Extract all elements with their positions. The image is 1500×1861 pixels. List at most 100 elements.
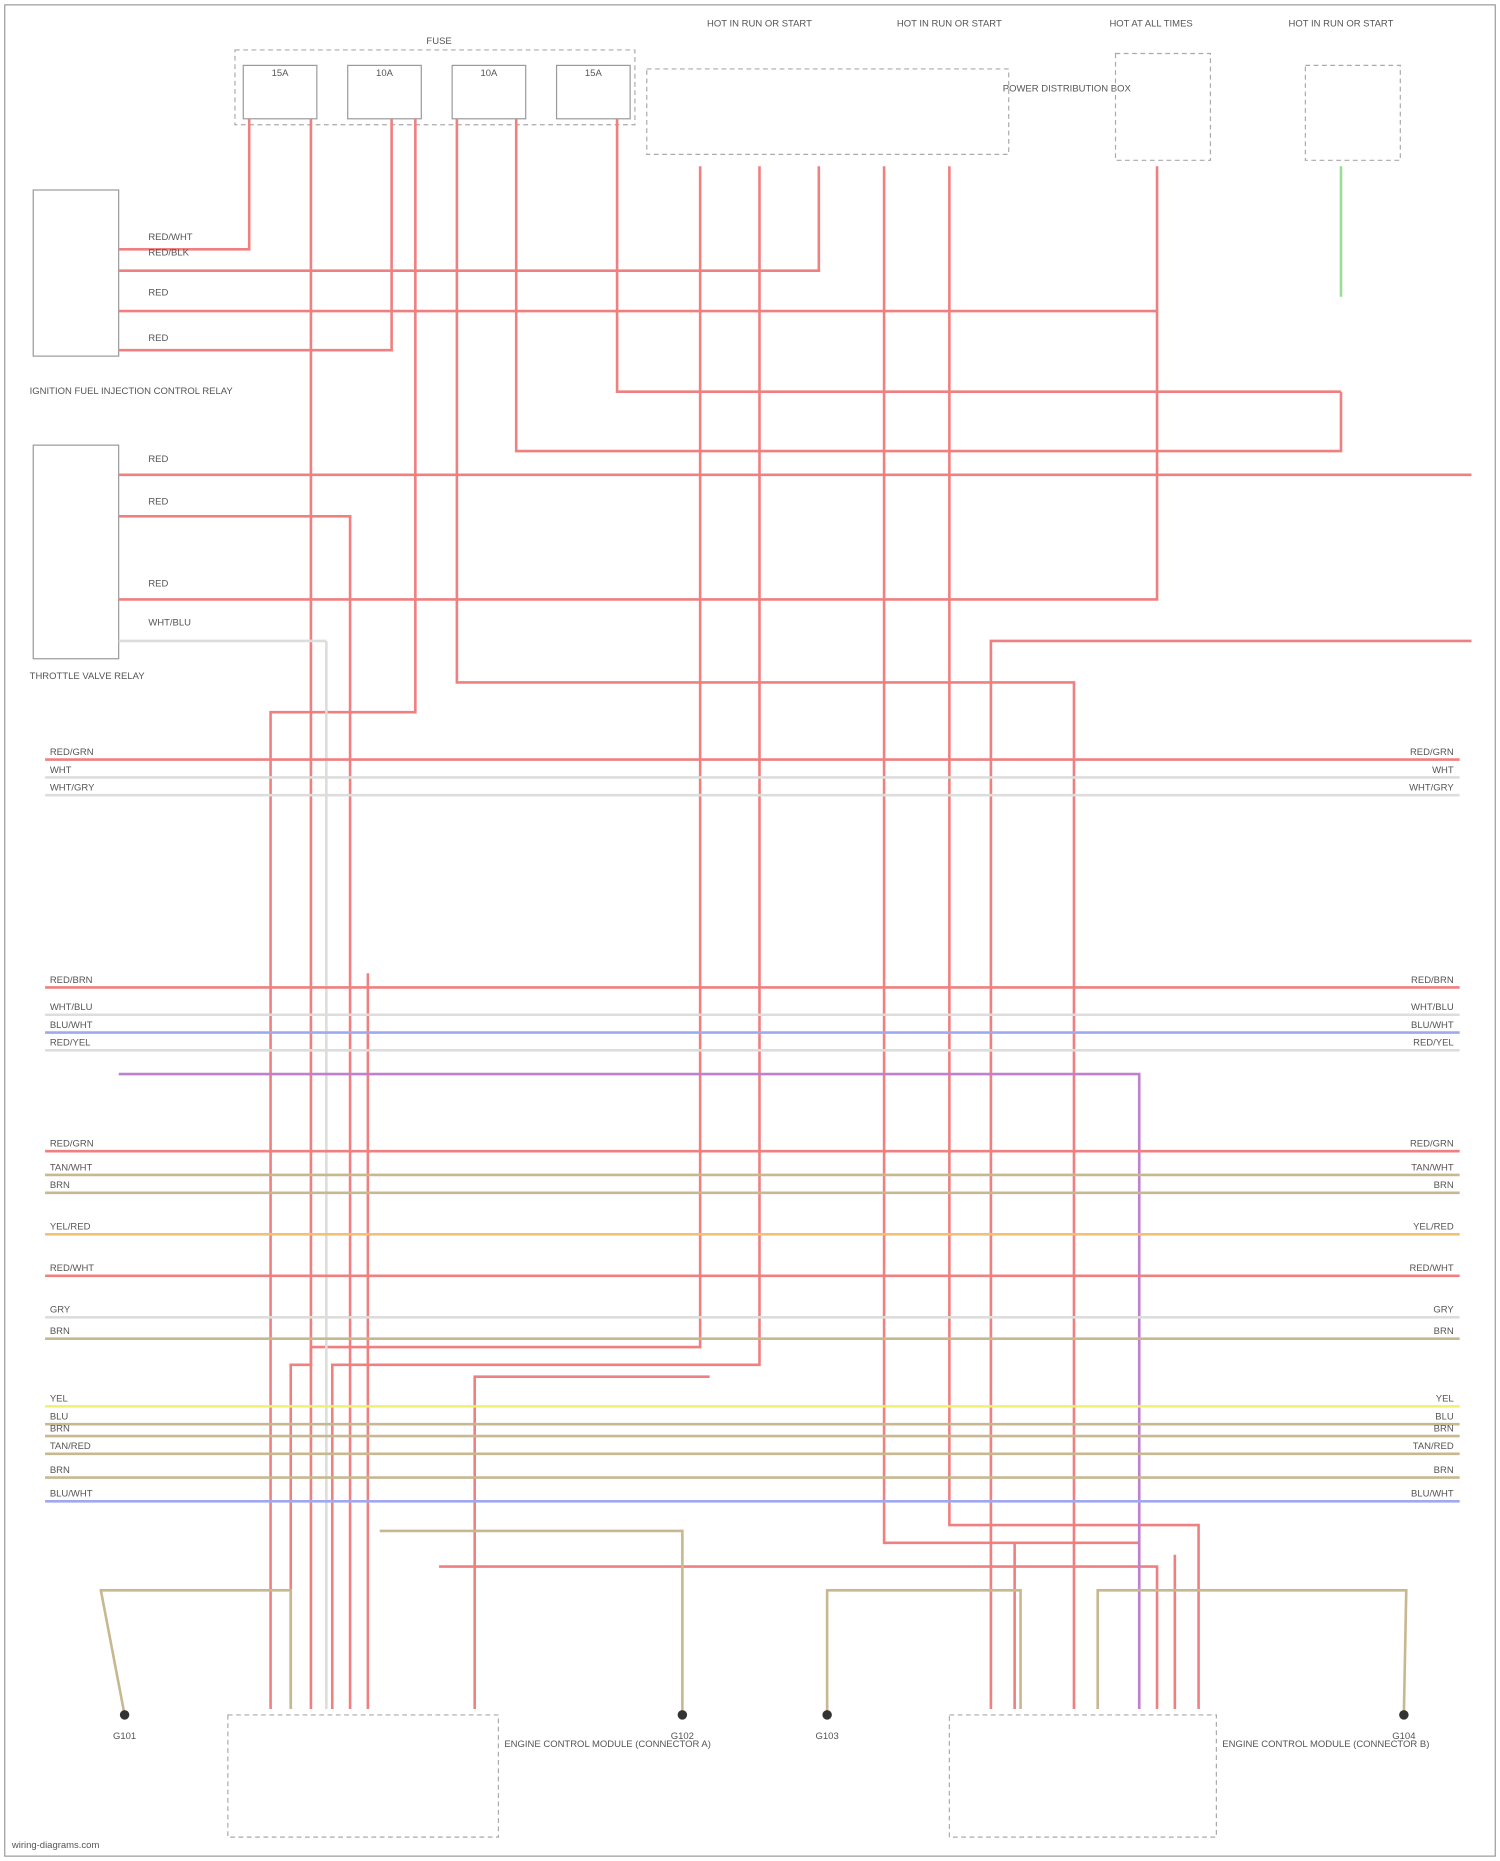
wire-label: RED/BRN bbox=[50, 975, 93, 986]
wire bbox=[309, 166, 702, 1709]
wire-label: BRN bbox=[1434, 1465, 1454, 1476]
ground-label: G102 bbox=[671, 1731, 694, 1742]
component-label: ENGINE CONTROL MODULE (CONNECTOR A) bbox=[504, 1739, 711, 1750]
wire bbox=[948, 166, 1200, 1709]
wire bbox=[330, 166, 761, 1709]
wire bbox=[118, 118, 251, 251]
wire-label: BRN bbox=[50, 1326, 70, 1337]
top-label: HOT IN RUN OR START bbox=[897, 18, 1002, 29]
wire bbox=[514, 118, 1343, 453]
wire bbox=[289, 118, 313, 1709]
wire-label: TAN/RED bbox=[1413, 1441, 1454, 1452]
wire bbox=[118, 166, 821, 272]
wire bbox=[379, 1529, 684, 1715]
wire-label: RED/BLK bbox=[148, 247, 189, 258]
wire-label: WHT/BLU bbox=[50, 1002, 93, 1013]
fuse-block bbox=[234, 49, 636, 126]
wire bbox=[1096, 1589, 1408, 1715]
wire-label: RED/GRN bbox=[1410, 747, 1454, 758]
wire-label: BLU/WHT bbox=[50, 1020, 93, 1031]
component-label: IGNITION FUEL INJECTION CONTROL RELAY bbox=[30, 386, 234, 397]
wire-label: RED bbox=[148, 288, 168, 299]
fuse bbox=[451, 64, 527, 120]
wire-label: WHT bbox=[1432, 765, 1454, 776]
wire-label: BRN bbox=[1434, 1326, 1454, 1337]
wire-label: RED bbox=[148, 333, 168, 344]
wire-label: RED/GRN bbox=[50, 1139, 94, 1150]
wire-label: BRN bbox=[1434, 1423, 1454, 1434]
wire bbox=[118, 166, 1159, 601]
relay bbox=[32, 189, 120, 357]
fuse-title: FUSE bbox=[426, 36, 451, 47]
wire-label: BRN bbox=[50, 1465, 70, 1476]
top-label: HOT IN RUN OR START bbox=[707, 18, 812, 29]
connector bbox=[948, 1714, 1217, 1838]
relay-box bbox=[1114, 52, 1212, 161]
wire-label: BLU/WHT bbox=[50, 1489, 93, 1500]
wire-label: GRY bbox=[50, 1305, 71, 1316]
pdb-label: POWER DISTRIBUTION BOX bbox=[1003, 84, 1132, 95]
wire-label: YEL/RED bbox=[1413, 1222, 1454, 1233]
wire-label: BLU bbox=[1435, 1412, 1454, 1423]
component-label: THROTTLE VALVE RELAY bbox=[30, 671, 146, 682]
wire-label: TAN/WHT bbox=[1411, 1162, 1454, 1173]
wire bbox=[439, 1565, 1159, 1709]
wire-label: RED/BRN bbox=[1411, 975, 1454, 986]
border bbox=[4, 4, 1496, 1857]
fuse bbox=[242, 64, 318, 120]
ground-label: G103 bbox=[816, 1731, 839, 1742]
wire-label: RED bbox=[148, 578, 168, 589]
wire-label: RED/YEL bbox=[50, 1038, 91, 1049]
ground-label: G101 bbox=[113, 1731, 136, 1742]
wire-label: TAN/RED bbox=[50, 1441, 91, 1452]
wire-label: RED/WHT bbox=[148, 232, 192, 243]
wire bbox=[118, 1072, 1141, 1709]
wire-label: RED bbox=[148, 497, 168, 508]
wire-label: BLU/WHT bbox=[1411, 1489, 1454, 1500]
ground bbox=[119, 1710, 130, 1720]
wire-label: BLU bbox=[50, 1412, 69, 1423]
connector bbox=[227, 1714, 500, 1838]
wire-label: YEL bbox=[1436, 1394, 1454, 1405]
wire bbox=[99, 1589, 293, 1716]
ground bbox=[822, 1710, 832, 1720]
wire-label: WHT/BLU bbox=[1411, 1002, 1454, 1013]
pdb-box bbox=[646, 68, 1010, 155]
fuse bbox=[347, 64, 422, 120]
ground bbox=[677, 1710, 688, 1720]
fuse-label: 15A bbox=[585, 68, 603, 79]
wire-label: WHT bbox=[50, 765, 72, 776]
wire bbox=[118, 515, 352, 1709]
wire bbox=[118, 118, 393, 352]
wire bbox=[615, 118, 1341, 394]
wire bbox=[473, 1375, 710, 1709]
footer: wiring-diagrams.com bbox=[11, 1840, 100, 1851]
top-label: HOT AT ALL TIMES bbox=[1109, 18, 1192, 29]
wire-label: RED/WHT bbox=[50, 1263, 94, 1274]
wire-label: WHT/GRY bbox=[50, 783, 95, 794]
wire-label: RED/GRN bbox=[50, 747, 94, 758]
component-label: ENGINE CONTROL MODULE (CONNECTOR B) bbox=[1222, 1739, 1429, 1750]
wire bbox=[455, 118, 1076, 1709]
wire-label: RED/GRN bbox=[1410, 1139, 1454, 1150]
wire-label: WHT/BLU bbox=[148, 618, 191, 629]
wire-label: BLU/WHT bbox=[1411, 1020, 1454, 1031]
wire-label: BRN bbox=[50, 1180, 70, 1191]
wire bbox=[989, 639, 1472, 1709]
ground bbox=[1399, 1710, 1409, 1720]
wire-label: RED/YEL bbox=[1413, 1038, 1454, 1049]
fuse bbox=[555, 64, 631, 120]
wire-label: RED bbox=[148, 454, 168, 465]
wire-label: RED/WHT bbox=[1409, 1263, 1453, 1274]
top-label: HOT IN RUN OR START bbox=[1289, 18, 1394, 29]
fuse-label: 10A bbox=[480, 68, 498, 79]
wire-label: TAN/WHT bbox=[50, 1162, 93, 1173]
fuse-label: 10A bbox=[376, 68, 394, 79]
wire-label: BRN bbox=[50, 1423, 70, 1434]
wire-label: YEL bbox=[50, 1394, 68, 1405]
ground-label: G104 bbox=[1392, 1731, 1415, 1742]
wire-label: YEL/RED bbox=[50, 1222, 91, 1233]
fuse-label: 15A bbox=[272, 68, 290, 79]
wire-label: BRN bbox=[1434, 1180, 1454, 1191]
